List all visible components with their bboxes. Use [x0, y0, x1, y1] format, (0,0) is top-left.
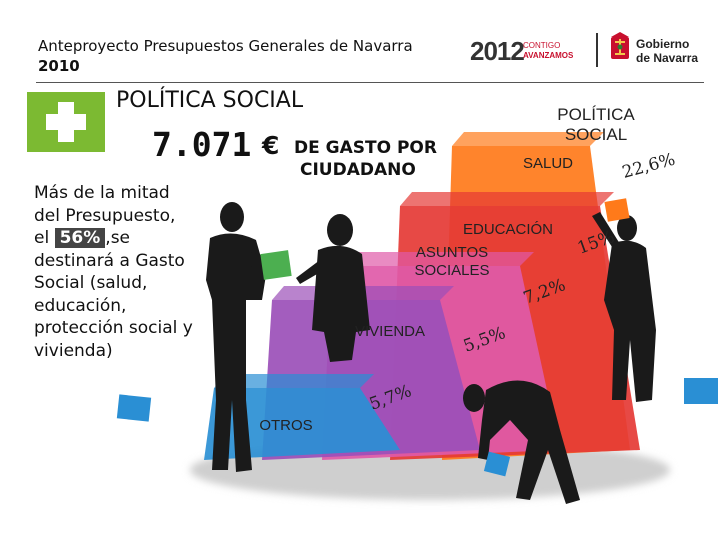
category-label: ASUNTOS — [416, 244, 488, 261]
category-label: EDUCACIÓN — [463, 221, 553, 238]
description-line: protección social y — [34, 318, 193, 338]
campaign-logo-year: 2012 — [470, 36, 525, 67]
document-title: Anteproyecto Presupuestos Generales de N… — [38, 36, 413, 76]
campaign-line1: CONTIGO — [523, 41, 561, 50]
government-line1: Gobierno — [636, 37, 690, 51]
blue-cube-icon — [116, 394, 152, 422]
percentage-badge: 56% — [54, 228, 106, 248]
value-label: 22,6% — [620, 150, 677, 183]
stair-step — [204, 388, 400, 460]
orange-box-icon — [604, 198, 630, 222]
campaign-line2: AVANZAMOS — [523, 51, 574, 60]
section-title: POLÍTICA SOCIAL — [116, 88, 304, 113]
campaign-logo-text: CONTIGO AVANZAMOS — [523, 41, 573, 61]
campaign-year-text: 2012 — [470, 36, 525, 66]
stair-top-label-line2: SOCIAL — [565, 125, 627, 144]
stair-steps — [204, 132, 640, 460]
government-line2: de Navarra — [636, 51, 699, 65]
description-line: Social (salud, — [34, 273, 148, 293]
category-label: OTROS — [259, 417, 312, 434]
logo-separator — [596, 33, 598, 67]
blue-cube-icon — [684, 378, 718, 404]
government-logo-text: Gobierno de Navarra — [636, 37, 698, 65]
description-fragment: el — [34, 228, 50, 248]
title-year: 2010 — [38, 57, 80, 75]
description-text: Más de la mitad del Presupuesto, el 56%,… — [34, 182, 244, 362]
description-line: del Presupuesto, — [34, 205, 176, 226]
stair-step-top — [452, 132, 604, 146]
stair-step-top — [332, 252, 534, 266]
title-line: Anteproyecto Presupuestos Generales de N… — [38, 37, 413, 55]
person-silhouette-left-icon — [206, 202, 285, 472]
description-fragment: ,se — [105, 228, 131, 248]
description-line: educación, — [34, 295, 127, 316]
health-cross-icon — [27, 92, 105, 152]
spend-currency: € — [262, 131, 280, 160]
spend-label-line1: DE GASTO POR — [294, 138, 437, 158]
description-line: Más de la mitad — [34, 183, 170, 203]
category-label: SOCIALES — [414, 262, 489, 279]
spend-label-line2: CIUDADANO — [300, 160, 416, 180]
green-box-icon — [260, 250, 292, 280]
spend-amount: 7.071 — [152, 125, 252, 164]
person-silhouette-right-icon — [592, 212, 656, 402]
category-label: SALUD — [523, 155, 573, 172]
person-silhouette-bending-icon — [463, 380, 580, 504]
stair-top-label-line1: POLÍTICA — [557, 105, 635, 124]
navarra-shield-icon — [611, 32, 629, 59]
description-line: destinará a Gasto — [34, 250, 185, 271]
header-divider — [36, 82, 704, 83]
stair-step-top — [214, 374, 374, 388]
person-silhouette-middle-icon — [296, 214, 370, 362]
stair-step-top — [400, 192, 614, 206]
description-line: vivienda) — [34, 340, 113, 361]
blue-box-icon — [483, 451, 511, 477]
description-line: el 56% ,se — [34, 227, 244, 250]
category-label: VIVIENDA — [355, 323, 425, 340]
